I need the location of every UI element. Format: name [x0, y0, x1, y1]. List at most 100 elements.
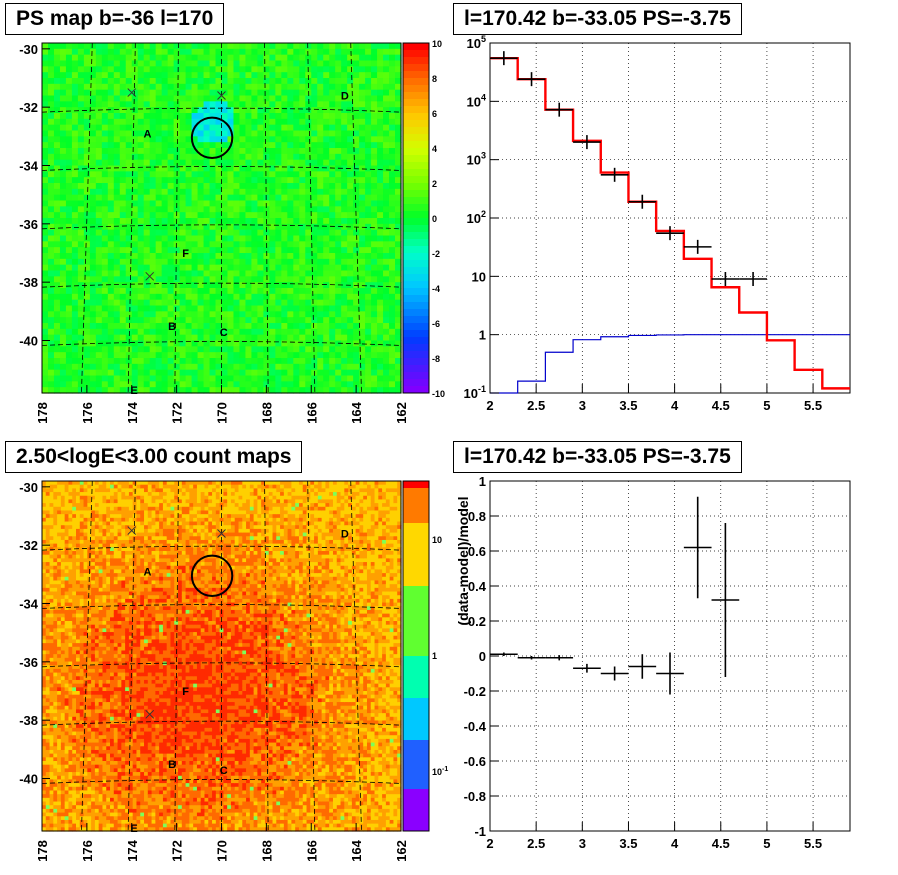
- map-cell: [287, 305, 294, 312]
- map-cell: [167, 130, 175, 137]
- map-cell: [197, 212, 205, 219]
- map-cell: [95, 206, 103, 213]
- map-cell: [57, 724, 62, 729]
- map-cell: [245, 340, 253, 347]
- map-cell: [191, 78, 199, 85]
- map-cell: [227, 148, 235, 155]
- map-cell: [317, 113, 324, 120]
- map-cell: [45, 808, 51, 814]
- map-cell: [49, 691, 54, 696]
- map-cell: [119, 200, 127, 207]
- colorbar-step: [403, 281, 429, 289]
- map-cell: [45, 609, 51, 615]
- map-cell: [60, 621, 66, 626]
- map-cell: [42, 687, 47, 692]
- map-cell: [65, 206, 73, 213]
- map-cell: [353, 113, 360, 120]
- map-cell: [239, 177, 247, 184]
- map-cell: [87, 539, 92, 545]
- map-cell: [76, 628, 81, 633]
- map-cell: [185, 282, 193, 289]
- map-cell: [383, 229, 390, 237]
- map-cell: [91, 525, 96, 530]
- map-cell: [257, 264, 264, 272]
- map-cell: [245, 107, 253, 114]
- map-cell: [245, 363, 253, 371]
- map-cell: [179, 206, 187, 213]
- map-cell: [359, 363, 366, 371]
- x-tick-label: 162: [394, 402, 409, 424]
- map-cell: [72, 724, 77, 729]
- map-cell: [245, 206, 253, 213]
- map-cell: [49, 558, 54, 563]
- map-cell: [221, 346, 229, 353]
- map-cell: [239, 153, 247, 161]
- map-cell: [353, 311, 360, 318]
- map-cell: [47, 323, 55, 330]
- map-cell: [245, 83, 253, 91]
- map-cell: [395, 282, 402, 289]
- map-cell: [161, 363, 169, 371]
- map-cell: [45, 757, 51, 762]
- map-cell: [191, 334, 199, 342]
- map-cell: [269, 78, 276, 85]
- map-cell: [341, 194, 348, 202]
- map-cell: [113, 247, 121, 254]
- map-cell: [269, 48, 276, 56]
- map-cell: [281, 153, 288, 161]
- map-cell: [53, 808, 58, 814]
- colorbar-tick-label: 4: [432, 144, 437, 154]
- map-cell: [263, 66, 270, 73]
- map-cell: [42, 569, 47, 574]
- map-cell: [71, 317, 79, 324]
- map-cell: [59, 200, 67, 207]
- map-cell: [233, 328, 241, 336]
- map-cell: [131, 142, 139, 149]
- map-cell: [179, 223, 187, 231]
- map-cell: [329, 43, 336, 50]
- map-cell: [335, 346, 342, 353]
- map-cell: [287, 188, 294, 196]
- map-cell: [68, 738, 73, 744]
- map-cell: [203, 43, 211, 50]
- map-cell: [101, 206, 109, 213]
- map-cell: [365, 352, 372, 359]
- map-cell: [71, 311, 79, 318]
- map-cell: [79, 598, 85, 604]
- map-cell: [68, 676, 73, 681]
- map-cell: [65, 136, 73, 143]
- map-cell: [131, 118, 139, 126]
- map-cell: [53, 299, 61, 307]
- map-cell: [263, 95, 270, 102]
- map-cell: [311, 148, 318, 155]
- map-cell: [185, 212, 193, 219]
- map-cell: [281, 54, 288, 62]
- map-cell: [377, 363, 384, 371]
- map-cell: [137, 66, 145, 73]
- map-cell: [137, 253, 145, 260]
- map-cell: [311, 293, 318, 301]
- map-cell: [47, 358, 55, 365]
- map-cell: [239, 223, 247, 231]
- map-cell: [47, 363, 55, 371]
- map-cell: [71, 270, 79, 277]
- map-cell: [377, 148, 384, 155]
- map-cell: [137, 153, 145, 161]
- map-cell: [353, 346, 360, 353]
- map-cell: [323, 124, 330, 132]
- map-cell: [59, 363, 67, 371]
- map-cell: [49, 768, 54, 773]
- map-cell: [76, 598, 81, 604]
- map-cell: [131, 340, 139, 347]
- map-cell: [45, 481, 51, 486]
- map-cell: [68, 650, 73, 655]
- map-cell: [60, 797, 66, 803]
- map-cell: [395, 363, 402, 371]
- map-cell: [365, 194, 372, 202]
- map-cell: [49, 665, 54, 670]
- map-cell: [77, 142, 85, 149]
- map-cell: [131, 194, 139, 202]
- map-cell: [42, 643, 47, 648]
- map-cell: [197, 43, 205, 50]
